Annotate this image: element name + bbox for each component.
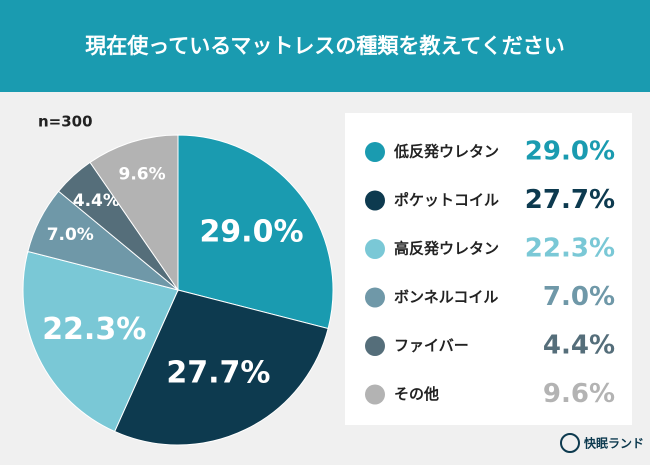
brand: 快眠ランド xyxy=(584,436,644,451)
brand-icon xyxy=(560,433,580,453)
legend-label: 低反発ウレタン xyxy=(393,143,499,161)
pie-slice xyxy=(177,134,334,330)
legend-label: ポケットコイル xyxy=(394,191,499,209)
sample-size: n=300 xyxy=(38,113,93,131)
legend-box xyxy=(345,113,632,425)
pie-slice xyxy=(113,289,329,446)
pie-slice xyxy=(22,250,179,433)
legend-value: 9.6% xyxy=(543,379,615,409)
slice-label: 29.0% xyxy=(199,214,303,249)
legend-swatch xyxy=(365,287,385,308)
legend-swatch xyxy=(365,142,385,162)
legend-swatch xyxy=(365,336,385,356)
legend-label: ボンネルコイル xyxy=(394,288,498,306)
chart-title: 現在使っているマットレスの種類を教えてください xyxy=(85,34,564,58)
header xyxy=(0,0,650,92)
legend-swatch xyxy=(365,239,385,259)
slice-label: 22.3% xyxy=(42,312,146,347)
legend-label: その他 xyxy=(394,385,439,403)
pie-slice xyxy=(89,134,179,292)
legend-label: ファイバー xyxy=(394,337,469,355)
legend-value: 4.4% xyxy=(543,331,615,361)
legend-value: 29.0% xyxy=(525,137,615,167)
slice-label: 7.0% xyxy=(47,225,94,245)
legend-swatch xyxy=(365,384,385,405)
slice-label: 4.4% xyxy=(73,191,120,211)
legend-value: 22.3% xyxy=(525,234,615,264)
legend-value: 27.7% xyxy=(525,185,615,215)
slice-label: 9.6% xyxy=(119,165,166,185)
legend-value: 7.0% xyxy=(543,282,615,312)
legend-swatch xyxy=(365,190,385,211)
legend-label: 高反発ウレタン xyxy=(394,240,499,258)
slice-label: 27.7% xyxy=(166,355,270,390)
